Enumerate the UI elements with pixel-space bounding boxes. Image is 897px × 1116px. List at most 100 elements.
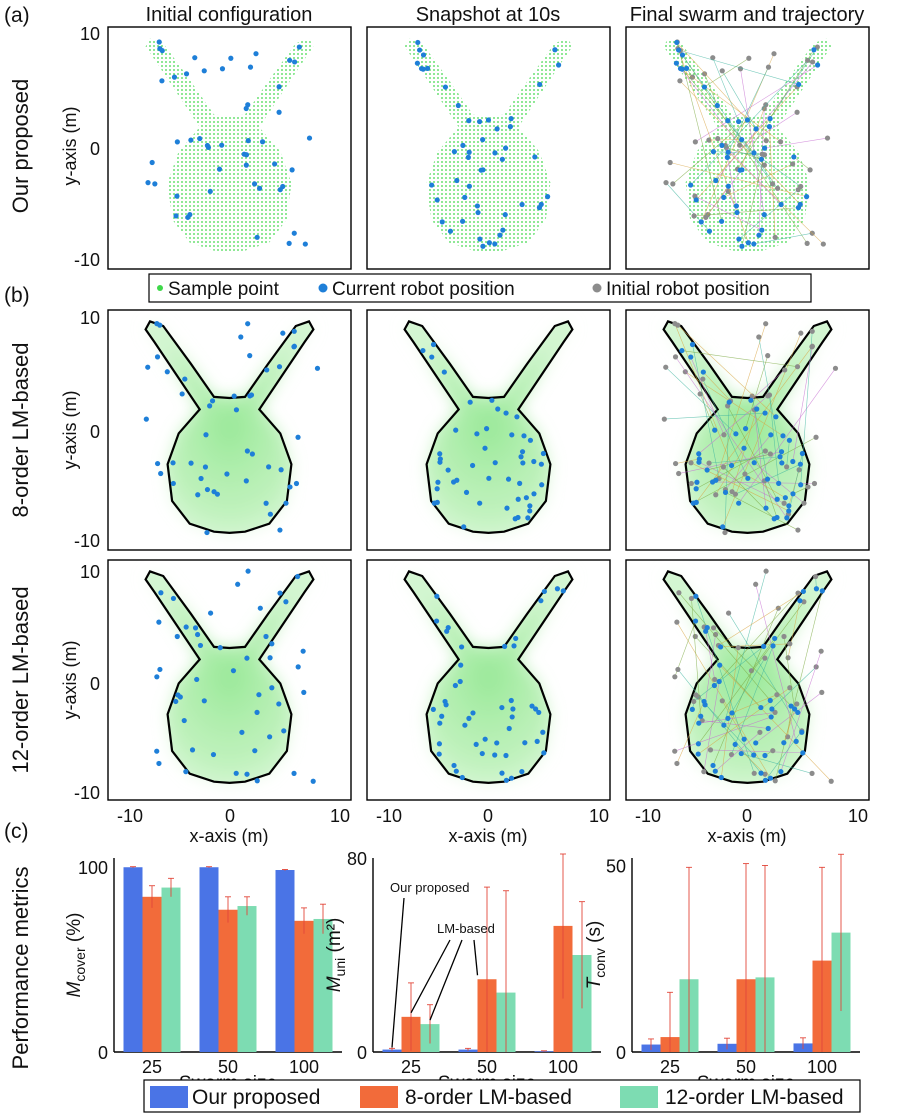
- initial-robot-position: [832, 365, 839, 371]
- current-robot-position: [466, 183, 472, 189]
- current-robot-position: [539, 482, 545, 488]
- bar-12-order-lm-based: [237, 906, 257, 1052]
- current-robot-position: [518, 454, 524, 460]
- current-robot-position: [244, 655, 250, 661]
- current-robot-position: [243, 162, 249, 168]
- current-robot-position: [772, 635, 778, 642]
- initial-robot-position: [781, 500, 787, 506]
- trajectory-line: [710, 749, 803, 754]
- trajectory-line: [731, 645, 774, 755]
- current-robot-position: [494, 740, 500, 746]
- current-robot-position: [295, 434, 301, 440]
- current-robot-position: [238, 334, 244, 340]
- initial-position-marker: [592, 283, 602, 293]
- initial-robot-position: [757, 729, 763, 735]
- current-robot-position: [503, 777, 510, 783]
- current-robot-position: [451, 149, 458, 155]
- current-robot-position: [792, 706, 798, 712]
- legend-current-label: Current robot position: [332, 279, 515, 300]
- current-robot-position: [696, 720, 702, 726]
- current-robot-position: [224, 471, 230, 477]
- trajectory-line: [738, 368, 836, 504]
- current-robot-position: [793, 738, 799, 744]
- initial-robot-position: [756, 334, 762, 340]
- current-robot-position: [439, 219, 445, 225]
- y-tick-label: 0: [357, 1043, 367, 1063]
- current-robot-position: [174, 193, 180, 199]
- target-shape-outline: [144, 320, 315, 535]
- trajectory-line: [758, 108, 765, 236]
- current-robot-position: [508, 775, 515, 781]
- row-label-performance: Performance metrics: [8, 867, 33, 1070]
- trajectory-line: [739, 104, 767, 171]
- current-robot-position: [786, 437, 793, 443]
- current-robot-position: [420, 347, 426, 354]
- current-robot-position: [505, 476, 512, 482]
- current-robot-position: [797, 598, 803, 604]
- current-robot-position: [770, 643, 776, 649]
- current-robot-position: [819, 588, 825, 594]
- row-label-our-proposed: Our proposed: [8, 79, 33, 214]
- current-robot-position: [508, 697, 514, 704]
- x-tick-label: 50: [218, 1057, 238, 1077]
- current-robot-position: [194, 676, 200, 683]
- target-shape-outline: [662, 320, 833, 535]
- legend-top: Sample point Current robot position Init…: [148, 273, 812, 303]
- trajectory-line: [721, 70, 757, 130]
- current-robot-position: [451, 762, 457, 769]
- current-robot-position: [538, 598, 544, 604]
- current-robot-position: [521, 433, 527, 439]
- initial-robot-position: [748, 668, 755, 674]
- current-robot-position: [455, 102, 461, 109]
- current-robot-position: [247, 64, 254, 70]
- legend-bottom-frame: [143, 1079, 861, 1113]
- initial-robot-position: [672, 748, 678, 754]
- current-robot-position: [154, 674, 160, 680]
- current-robot-position: [418, 65, 425, 72]
- trajectory-line: [727, 111, 798, 158]
- initial-robot-position: [676, 590, 682, 596]
- current-robot-position: [767, 116, 773, 122]
- current-robot-position: [192, 55, 198, 61]
- current-robot-position: [482, 736, 488, 742]
- current-robot-position: [800, 750, 806, 756]
- current-robot-position: [174, 139, 180, 145]
- trajectory-line: [698, 712, 776, 724]
- current-robot-position: [538, 461, 544, 467]
- current-robot-position: [693, 499, 699, 505]
- current-robot-position: [436, 741, 443, 747]
- trajectory-line: [725, 492, 799, 531]
- current-robot-position: [243, 152, 250, 158]
- initial-robot-position: [670, 181, 676, 187]
- initial-robot-position: [813, 434, 819, 440]
- current-robot-position: [439, 713, 445, 719]
- annotation-arrow: [391, 897, 405, 1048]
- current-robot-position: [314, 365, 321, 371]
- trajectory-line: [676, 63, 740, 146]
- initial-robot-position: [790, 161, 796, 167]
- trajectory-line: [764, 137, 828, 149]
- current-robot-position: [283, 599, 289, 605]
- trajectory-line: [709, 456, 781, 464]
- current-robot-position: [170, 480, 176, 487]
- current-robot-position: [436, 751, 442, 757]
- current-robot-position: [249, 451, 255, 457]
- current-robot-position: [763, 505, 769, 511]
- initial-robot-position: [737, 142, 743, 148]
- current-robot-position: [245, 568, 251, 574]
- initial-robot-position: [725, 610, 732, 616]
- current-robot-position: [513, 635, 519, 642]
- current-robot-position: [437, 451, 443, 457]
- trajectory-line: [691, 598, 702, 717]
- current-robot-position: [254, 234, 260, 240]
- initial-robot-position: [701, 769, 707, 775]
- current-robot-position: [765, 725, 771, 732]
- current-robot-position: [531, 458, 537, 465]
- current-robot-position: [533, 706, 539, 712]
- trajectory-line: [725, 434, 772, 490]
- trajectory-line: [715, 61, 813, 181]
- current-robot-position: [693, 486, 699, 492]
- current-robot-position: [482, 445, 488, 451]
